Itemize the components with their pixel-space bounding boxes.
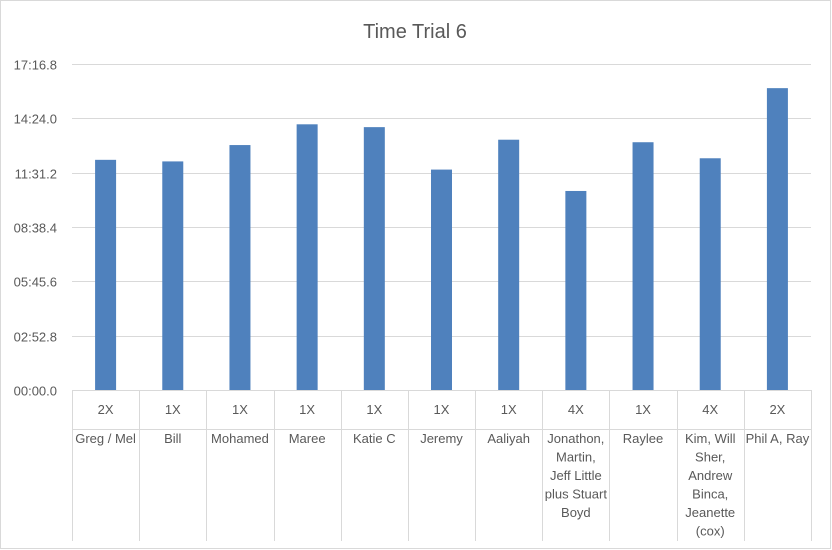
category-label: (cox) bbox=[696, 524, 725, 539]
category-label: Martin, bbox=[556, 450, 596, 465]
category-label: Kim, Will bbox=[685, 431, 736, 446]
category-group-label: 4X bbox=[568, 402, 584, 417]
bar bbox=[565, 190, 587, 390]
category-label: Jeff Little bbox=[550, 468, 602, 483]
bar bbox=[229, 145, 251, 390]
category-group-label: 2X bbox=[98, 402, 114, 417]
category-label: Andrew bbox=[688, 468, 733, 483]
category-label: Raylee bbox=[623, 431, 663, 446]
category-group-label: 1X bbox=[635, 402, 651, 417]
y-tick-label: 11:31.2 bbox=[15, 167, 57, 182]
bar bbox=[363, 127, 385, 391]
category-label: Phil A, Ray bbox=[746, 431, 810, 446]
category-group-label: 1X bbox=[299, 402, 315, 417]
category-group-label: 1X bbox=[165, 402, 181, 417]
category-label: Maree bbox=[289, 431, 326, 446]
bar bbox=[95, 159, 117, 390]
bar bbox=[632, 142, 654, 390]
category-group-label: 1X bbox=[501, 402, 517, 417]
category-label: Katie C bbox=[353, 431, 396, 446]
category-group-label: 1X bbox=[434, 402, 450, 417]
category-label: Greg / Mel bbox=[75, 431, 136, 446]
bar bbox=[498, 139, 520, 390]
y-tick-label: 08:38.4 bbox=[14, 221, 57, 236]
category-label: Jonathon, bbox=[547, 431, 604, 446]
y-axis-tick-labels: 00:00.0 02:52.8 05:45.6 08:38.4 11:31.2 14:24… bbox=[14, 58, 57, 399]
chart-title: Time Trial 6 bbox=[363, 21, 467, 43]
bars bbox=[95, 88, 788, 391]
bar bbox=[162, 161, 184, 390]
bar bbox=[431, 169, 452, 390]
category-group-label: 1X bbox=[232, 402, 248, 417]
category-label: Mohamed bbox=[211, 431, 269, 446]
bar bbox=[766, 88, 788, 391]
y-tick-label: 00:00.0 bbox=[14, 384, 57, 399]
y-tick-label: 05:45.6 bbox=[14, 275, 57, 290]
category-label: Sher, bbox=[695, 450, 725, 465]
y-tick-label: 14:24.0 bbox=[14, 112, 57, 127]
bar bbox=[699, 158, 721, 390]
category-group-label: 1X bbox=[366, 402, 382, 417]
category-group-label: 4X bbox=[702, 402, 718, 417]
bar bbox=[296, 124, 318, 390]
y-tick-label: 17:16.8 bbox=[14, 58, 57, 73]
category-label: Bill bbox=[164, 431, 181, 446]
category-label: Jeanette bbox=[685, 505, 735, 520]
category-separators bbox=[72, 390, 812, 541]
y-tick-label: 02:52.8 bbox=[14, 330, 57, 345]
x-axis-category-labels: 2X Greg / Mel 1X Bill 1X Mohamed 1X Maree 1X Kati… bbox=[75, 402, 809, 539]
category-label: Aaliyah bbox=[487, 431, 530, 446]
category-label: Jeremy bbox=[420, 431, 463, 446]
category-label: plus Stuart bbox=[545, 487, 608, 502]
category-group-label: 2X bbox=[769, 402, 785, 417]
category-label: Boyd bbox=[561, 505, 591, 520]
category-label: Binca, bbox=[692, 487, 728, 502]
